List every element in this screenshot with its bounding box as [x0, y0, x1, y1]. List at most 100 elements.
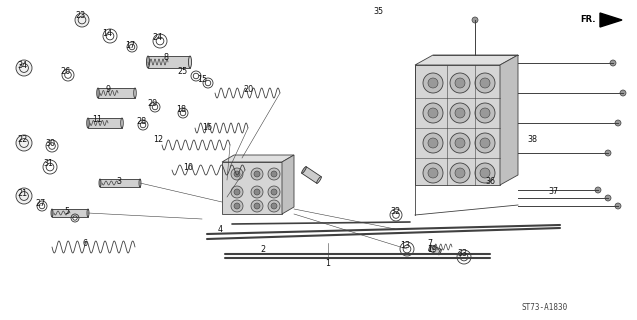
Text: 14: 14	[102, 28, 112, 37]
Text: 33: 33	[457, 250, 467, 259]
Circle shape	[605, 195, 611, 201]
Circle shape	[423, 73, 443, 93]
Circle shape	[595, 187, 601, 193]
Circle shape	[450, 133, 470, 153]
Circle shape	[231, 186, 243, 198]
Circle shape	[271, 203, 277, 209]
Circle shape	[254, 203, 260, 209]
Polygon shape	[222, 155, 294, 162]
Text: 34: 34	[17, 60, 27, 69]
Circle shape	[234, 189, 240, 195]
Text: 38: 38	[527, 135, 537, 145]
Polygon shape	[88, 118, 122, 128]
Polygon shape	[415, 65, 500, 185]
Circle shape	[423, 163, 443, 183]
Text: 9: 9	[106, 85, 111, 94]
Ellipse shape	[134, 88, 136, 98]
Circle shape	[450, 163, 470, 183]
Circle shape	[615, 203, 621, 209]
Circle shape	[475, 73, 495, 93]
Text: 6: 6	[83, 239, 87, 249]
Circle shape	[455, 78, 465, 88]
Circle shape	[475, 163, 495, 183]
Text: 13: 13	[400, 242, 410, 251]
Text: 10: 10	[183, 164, 193, 172]
Text: 27: 27	[35, 198, 45, 207]
Polygon shape	[148, 56, 190, 68]
Text: FR.: FR.	[580, 15, 596, 25]
Text: 23: 23	[75, 11, 85, 20]
Text: 31: 31	[43, 159, 53, 169]
Ellipse shape	[87, 118, 89, 128]
Text: 37: 37	[548, 188, 558, 196]
Text: 15: 15	[197, 76, 207, 84]
Circle shape	[610, 60, 616, 66]
Text: 30: 30	[45, 139, 55, 148]
Text: 32: 32	[390, 207, 400, 217]
Ellipse shape	[302, 167, 306, 173]
Text: 3: 3	[117, 177, 122, 186]
Text: 21: 21	[17, 188, 27, 197]
Circle shape	[428, 108, 438, 118]
Circle shape	[480, 168, 490, 178]
Circle shape	[480, 138, 490, 148]
Polygon shape	[222, 162, 282, 214]
Circle shape	[472, 17, 478, 23]
Text: 4: 4	[217, 225, 222, 234]
Text: 7: 7	[427, 239, 433, 249]
Text: 18: 18	[176, 106, 186, 115]
Circle shape	[234, 203, 240, 209]
Text: 19: 19	[427, 245, 437, 254]
Ellipse shape	[99, 179, 101, 187]
Circle shape	[455, 138, 465, 148]
Circle shape	[428, 78, 438, 88]
Text: 1: 1	[326, 259, 331, 268]
Polygon shape	[100, 179, 140, 187]
Circle shape	[251, 168, 263, 180]
Circle shape	[231, 168, 243, 180]
Text: 20: 20	[243, 85, 253, 94]
Circle shape	[455, 168, 465, 178]
Circle shape	[268, 200, 280, 212]
Circle shape	[254, 171, 260, 177]
Circle shape	[268, 186, 280, 198]
Circle shape	[16, 60, 32, 76]
Circle shape	[271, 189, 277, 195]
Circle shape	[480, 78, 490, 88]
Text: 11: 11	[92, 116, 102, 124]
Circle shape	[475, 103, 495, 123]
Polygon shape	[600, 13, 622, 27]
Circle shape	[423, 103, 443, 123]
Circle shape	[428, 138, 438, 148]
Ellipse shape	[51, 209, 53, 217]
Text: 28: 28	[136, 117, 146, 126]
Polygon shape	[500, 55, 518, 185]
Circle shape	[268, 168, 280, 180]
Ellipse shape	[147, 56, 150, 68]
Text: 26: 26	[60, 68, 70, 76]
Text: 35: 35	[373, 7, 383, 17]
Ellipse shape	[97, 88, 99, 98]
Circle shape	[475, 133, 495, 153]
Ellipse shape	[87, 209, 89, 217]
Polygon shape	[52, 209, 88, 217]
Ellipse shape	[439, 249, 441, 255]
Ellipse shape	[139, 179, 141, 187]
Ellipse shape	[429, 245, 431, 251]
Circle shape	[271, 171, 277, 177]
Text: 8: 8	[164, 52, 169, 61]
Circle shape	[480, 108, 490, 118]
Text: 2: 2	[261, 244, 266, 253]
Polygon shape	[98, 88, 135, 98]
Circle shape	[423, 133, 443, 153]
Polygon shape	[282, 155, 294, 214]
Ellipse shape	[121, 118, 123, 128]
Circle shape	[620, 90, 626, 96]
Circle shape	[254, 189, 260, 195]
Circle shape	[428, 168, 438, 178]
Circle shape	[450, 103, 470, 123]
Text: 16: 16	[202, 124, 212, 132]
Text: 5: 5	[64, 206, 69, 215]
Text: 29: 29	[147, 100, 157, 108]
Circle shape	[75, 13, 89, 27]
